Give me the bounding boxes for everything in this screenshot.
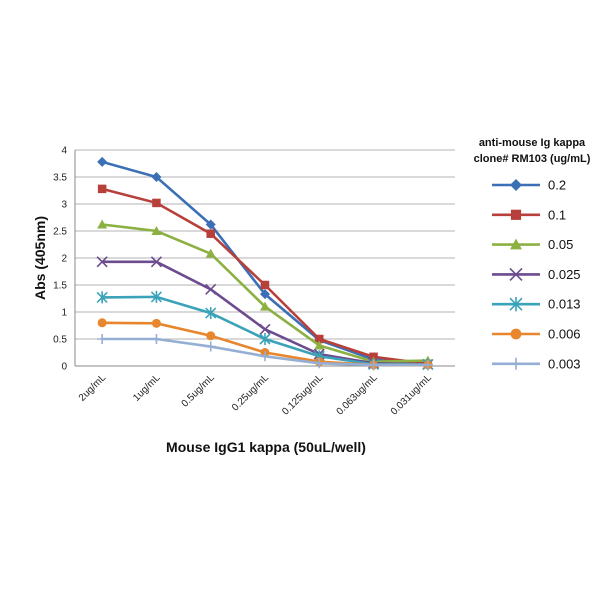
data-point-marker bbox=[151, 226, 162, 235]
x-tick-label: 0.5ug/mL bbox=[180, 372, 218, 410]
legend-label: 0.003 bbox=[548, 356, 581, 371]
data-point-marker bbox=[151, 172, 162, 182]
data-point-marker bbox=[152, 198, 161, 208]
x-tick-label: 0.25ug/mL bbox=[230, 372, 272, 414]
x-tick-label: 1ug/mL bbox=[131, 372, 163, 404]
legend-item-0.2: 0.2 bbox=[492, 178, 566, 193]
data-point-marker bbox=[510, 357, 522, 370]
legend-item-0.003: 0.003 bbox=[492, 356, 581, 371]
x-tick-labels: 2ug/mL 1ug/mL 0.5ug/mL 0.25ug/mL 0.125ug/mL 0… bbox=[77, 372, 434, 417]
data-point-marker bbox=[509, 267, 523, 281]
y-axis-title: Abs (405nm) bbox=[32, 216, 48, 300]
legend-label: 0.025 bbox=[548, 267, 581, 282]
data-point-marker bbox=[510, 179, 522, 191]
legend-label: 0.006 bbox=[548, 327, 581, 342]
data-point-marker bbox=[205, 307, 217, 320]
data-point-marker bbox=[97, 156, 108, 167]
data-point-marker bbox=[509, 297, 523, 312]
data-point-marker bbox=[422, 359, 433, 370]
y-tick-label: 4 bbox=[61, 146, 67, 157]
legend-title-line-2: clone# RM103 (ug/mL) bbox=[474, 153, 591, 165]
legend-item-0.025: 0.025 bbox=[492, 267, 581, 282]
x-tick-label: 0.125ug/mL bbox=[280, 372, 325, 417]
x-axis-title: Mouse IgG1 kappa (50uL/well) bbox=[166, 439, 366, 455]
data-point-marker bbox=[260, 301, 270, 311]
data-point-marker bbox=[96, 256, 108, 268]
y-tick-label: 3.5 bbox=[53, 173, 67, 184]
x-tick-label: 2ug/mL bbox=[77, 372, 109, 404]
data-point-marker bbox=[97, 219, 108, 229]
legend: anti-mouse Ig kappa clone# RM103 (ug/mL)… bbox=[474, 137, 591, 371]
legend-title-line-1: anti-mouse Ig kappa bbox=[479, 137, 586, 149]
data-point-marker bbox=[150, 256, 162, 268]
data-point-marker bbox=[510, 238, 522, 250]
data-point-marker bbox=[97, 318, 107, 328]
x-tick-label: 0.063ug/mL bbox=[335, 372, 380, 417]
y-tick-label: 2.5 bbox=[53, 227, 67, 238]
data-point-marker bbox=[151, 334, 162, 344]
y-tick-label: 0.5 bbox=[53, 335, 67, 346]
data-point-marker bbox=[259, 323, 271, 335]
data-point-marker bbox=[368, 359, 379, 370]
data-point-marker bbox=[259, 333, 271, 345]
legend-label: 0.1 bbox=[548, 207, 566, 222]
data-point-marker bbox=[205, 248, 216, 258]
series-0.003 bbox=[97, 334, 433, 370]
data-point-marker bbox=[97, 334, 108, 344]
data-point-marker bbox=[150, 290, 162, 303]
data-point-marker bbox=[510, 328, 522, 340]
data-point-marker bbox=[205, 283, 217, 295]
data-point-marker bbox=[97, 184, 107, 194]
data-point-marker bbox=[260, 351, 270, 362]
data-point-marker bbox=[96, 291, 108, 304]
legend-item-0.05: 0.05 bbox=[492, 237, 573, 252]
data-point-marker bbox=[314, 358, 325, 369]
data-point-marker bbox=[510, 209, 522, 220]
legend-label: 0.05 bbox=[548, 237, 573, 252]
data-point-marker bbox=[206, 229, 215, 238]
data-point-marker bbox=[151, 318, 161, 328]
y-tick-labels: 0 0.5 1 1.5 2 2.5 3 3.5 4 bbox=[53, 146, 67, 373]
data-point-marker bbox=[260, 289, 270, 300]
series-lines bbox=[96, 156, 434, 371]
legend-label: 0.2 bbox=[548, 178, 566, 193]
y-tick-label: 2 bbox=[61, 254, 67, 265]
data-point-marker bbox=[205, 219, 216, 230]
x-tick-label: 0.031ug/mL bbox=[389, 372, 434, 417]
y-tick-label: 1 bbox=[61, 308, 67, 319]
data-point-marker bbox=[315, 334, 324, 344]
legend-item-0.006: 0.006 bbox=[492, 327, 581, 342]
y-tick-label: 0 bbox=[61, 362, 67, 373]
legend-label: 0.013 bbox=[548, 297, 581, 312]
legend-item-0.013: 0.013 bbox=[492, 297, 581, 312]
data-point-marker bbox=[206, 331, 216, 341]
legend-items: 0.2 0.1 0.05 0.025 0.013 0.006 0.003 bbox=[492, 178, 581, 371]
data-point-marker bbox=[205, 341, 216, 352]
gridlines bbox=[75, 149, 455, 340]
legend-item-0.1: 0.1 bbox=[492, 207, 566, 222]
data-point-marker bbox=[260, 280, 270, 290]
data-point-marker bbox=[314, 340, 325, 350]
y-tick-label: 3 bbox=[61, 200, 67, 211]
y-tick-label: 1.5 bbox=[53, 281, 67, 292]
